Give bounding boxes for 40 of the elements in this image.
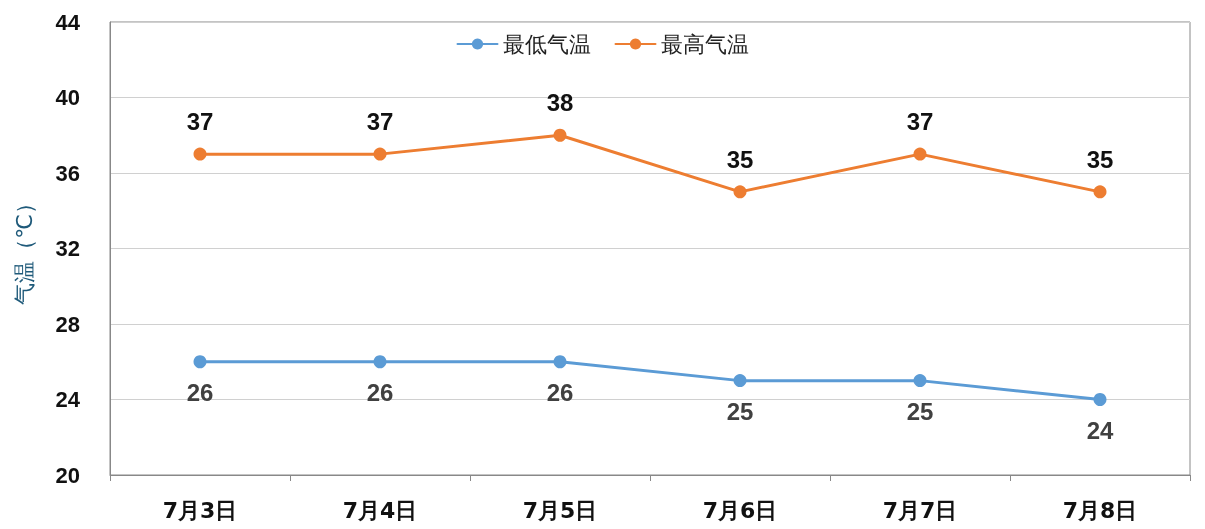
- data-label: 25: [726, 397, 754, 425]
- point: [553, 128, 567, 142]
- data-label: 38: [546, 89, 574, 117]
- point: [733, 185, 747, 199]
- y-tick-label: 24: [55, 387, 81, 412]
- data-label: 26: [366, 378, 394, 406]
- x-tick-label: 7月7日: [882, 497, 958, 523]
- point: [193, 355, 207, 369]
- point: [733, 374, 747, 388]
- point: [553, 355, 567, 369]
- point: [193, 147, 207, 161]
- x-tick-label: 7月5日: [522, 497, 598, 523]
- point: [1093, 185, 1107, 199]
- x-tick-label: 7月8日: [1062, 497, 1138, 523]
- data-label: 24: [1086, 416, 1114, 444]
- point: [913, 374, 927, 388]
- legend-label: 最低气温: [502, 31, 591, 57]
- data-label: 37: [186, 108, 214, 136]
- data-label: 35: [1086, 145, 1114, 173]
- y-tick-label: 44: [55, 9, 81, 35]
- y-tick-label: 20: [55, 462, 80, 488]
- y-axis-title: 气温（℃）: [11, 192, 37, 305]
- data-label: 35: [726, 145, 754, 173]
- point: [1093, 393, 1107, 406]
- point: [373, 147, 387, 161]
- y-tick-label: 32: [55, 236, 80, 261]
- data-label: 26: [546, 378, 574, 406]
- y-tick-label: 36: [55, 160, 80, 186]
- point: [913, 147, 927, 161]
- data-label: 37: [366, 108, 394, 136]
- data-label: 26: [186, 378, 214, 406]
- x-tick-label: 7月4日: [342, 497, 418, 523]
- data-label: 37: [906, 108, 934, 136]
- y-tick-label: 28: [55, 311, 80, 337]
- x-tick-label: 7月6日: [702, 497, 778, 523]
- point: [373, 355, 387, 369]
- x-tick-label: 7月3日: [162, 497, 238, 523]
- y-tick-label: 40: [55, 85, 80, 110]
- legend-label: 最高气温: [660, 31, 749, 57]
- data-label: 25: [906, 397, 934, 425]
